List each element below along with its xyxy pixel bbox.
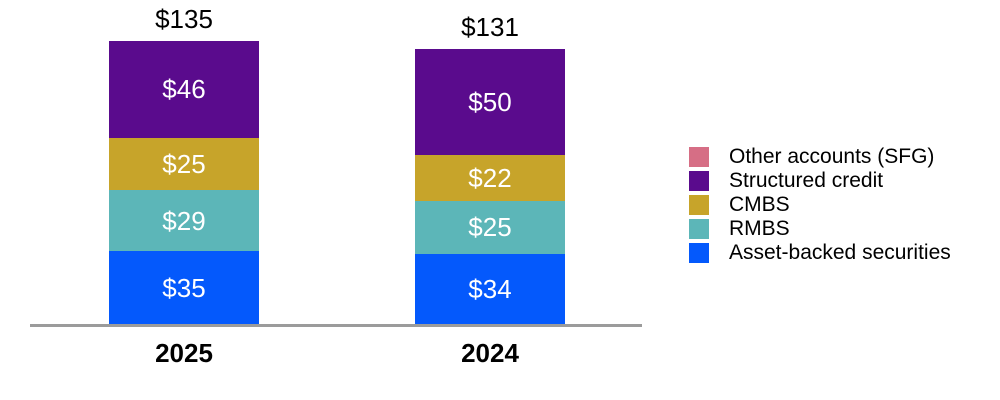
legend-item: Structured credit <box>689 169 951 193</box>
segment-value-label: $25 <box>468 212 512 243</box>
segment-value-label: $50 <box>468 87 512 118</box>
segment-value-label: $29 <box>162 205 206 236</box>
legend-label: Structured credit <box>729 169 884 192</box>
legend-label: CMBS <box>729 193 790 216</box>
legend-swatch <box>689 243 709 263</box>
bar-segment-structured-credit: $50 <box>415 49 565 155</box>
legend-item: CMBS <box>689 193 951 217</box>
segment-value-label: $46 <box>162 74 206 105</box>
segment-value-label: $25 <box>162 149 206 180</box>
legend-label: RMBS <box>729 217 790 240</box>
legend-item: Other accounts (SFG) <box>689 145 951 169</box>
legend-label: Other accounts (SFG) <box>729 145 935 168</box>
bar-segment-asset-backed-securities: $34 <box>415 253 565 325</box>
bar-2024: $50 $22 $25 $34 <box>415 49 565 325</box>
legend-swatch <box>689 195 709 215</box>
bar-segment-structured-credit: $46 <box>109 41 259 138</box>
bar-segment-rmbs: $29 <box>109 190 259 252</box>
x-axis-label-2024: 2024 <box>461 338 519 368</box>
segment-value-label: $35 <box>162 273 206 304</box>
bar-segment-cmbs: $25 <box>109 137 259 191</box>
legend-swatch <box>689 219 709 239</box>
legend-swatch <box>689 171 709 191</box>
x-axis-line <box>30 324 642 327</box>
legend: Other accounts (SFG) Structured credit CMB… <box>689 145 951 265</box>
legend-item: Asset-backed securities <box>689 241 951 265</box>
legend-item: RMBS <box>689 217 951 241</box>
x-axis-label-2025: 2025 <box>155 338 213 368</box>
bar-2025: $46 $25 $29 $35 <box>109 41 259 325</box>
bar-total-label: $131 <box>461 12 519 43</box>
bar-total-label: $135 <box>155 4 213 34</box>
legend-label: Asset-backed securities <box>729 241 951 264</box>
legend-swatch <box>689 147 709 167</box>
segment-value-label: $34 <box>468 274 512 305</box>
bar-segment-asset-backed-securities: $35 <box>109 251 259 325</box>
bar-segment-rmbs: $25 <box>415 200 565 254</box>
segment-value-label: $22 <box>468 162 512 193</box>
bar-segment-cmbs: $22 <box>415 154 565 201</box>
